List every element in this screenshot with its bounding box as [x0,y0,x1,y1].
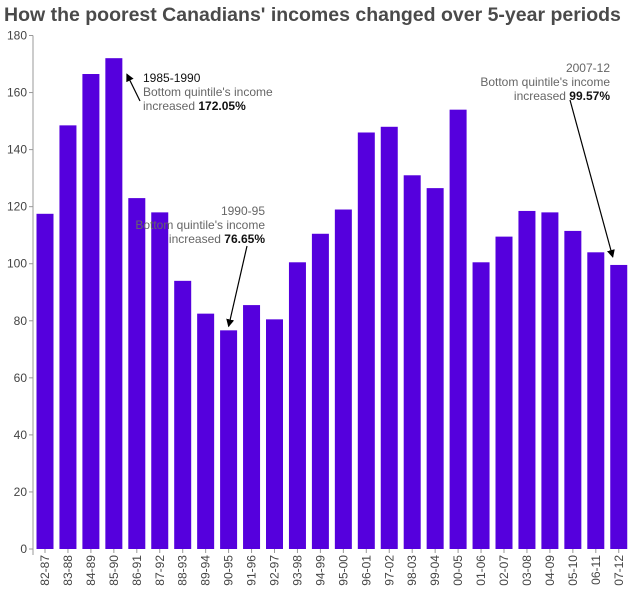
x-tick-label: 00-05 [451,555,465,586]
bar-83-88 [59,125,77,550]
bar-91-96 [243,305,261,549]
annotation-arrow [126,73,141,102]
y-tick-label: 140 [7,143,27,157]
y-tick-label: 160 [7,86,27,100]
bar-05-10 [564,230,582,549]
annotation-description: Bottom quintile's income [143,85,273,99]
bar-93-98 [288,262,306,549]
annotation-value: 99.57% [569,89,610,103]
x-tick-label: 05-10 [566,555,580,586]
bar-86-91 [128,198,146,549]
bar-98-03 [403,175,421,549]
bar-88-93 [174,280,192,549]
bar-01-06 [472,262,490,549]
x-tick-label: 82-87 [38,555,52,586]
annotation-prefix: increased [169,232,224,246]
bar-00-05 [449,109,467,549]
x-axis: 82-87 83-88 84-89 85-90 86-91 87-92 88-93 89-94… [38,549,626,586]
annotation-value-line: increased 99.57% [514,89,610,103]
bar-92-97 [266,319,283,549]
bar-03-08 [518,210,536,549]
bar-95-00 [334,209,352,549]
x-tick-label: 93-98 [290,555,304,586]
x-tick-label: 99-04 [428,555,442,586]
annotation-prefix: increased [514,89,569,103]
x-tick-label: 85-90 [107,555,121,586]
x-tick-label: 02-07 [497,555,511,586]
annotation-arrow [226,245,248,328]
annotation-prefix: increased [143,99,198,113]
x-tick-label: 01-06 [474,555,488,586]
x-tick-label: 07-12 [612,555,626,586]
x-tick-label: 06-11 [589,555,603,585]
annotation-heading: 2007-12 [566,61,610,75]
bar-89-94 [197,313,215,549]
y-tick-label: 80 [14,314,28,328]
x-tick-label: 90-95 [222,555,236,586]
annotation-description: Bottom quintile's income [135,218,265,232]
y-tick-label: 60 [14,371,28,385]
x-tick-label: 98-03 [405,555,419,586]
bar-07-12 [610,264,628,549]
x-tick-label: 97-02 [382,555,396,586]
annotation-arrow [569,99,615,258]
x-tick-label: 94-99 [313,555,327,586]
bar-02-07 [495,236,513,549]
bar-06-11 [587,252,605,550]
x-tick-label: 04-09 [543,555,557,586]
annotation-value-line: increased 76.65% [169,232,265,246]
x-tick-label: 03-08 [520,555,534,586]
bar-96-01 [357,132,375,549]
annotation-heading: 1985-1990 [143,71,201,85]
x-tick-label: 92-97 [268,555,282,586]
y-tick-label: 20 [14,485,28,499]
chart-title: How the poorest Canadians' incomes chang… [4,4,621,26]
x-tick-label: 83-88 [61,555,75,586]
bar-84-89 [82,74,100,549]
bar-04-09 [541,212,559,549]
x-tick-label: 84-89 [84,555,98,586]
bar-94-99 [311,233,329,549]
y-tick-label: 0 [20,542,27,556]
bar-82-87 [36,213,54,549]
x-tick-label: 88-93 [176,555,190,586]
x-tick-label: 89-94 [199,555,213,586]
bar-90-95 [220,330,238,549]
y-tick-label: 120 [7,200,27,214]
y-axis: 0 20 40 60 80 100 120 140 160 180 [7,29,34,556]
bar-97-02 [380,126,398,550]
annotation-value-line: increased 172.05% [143,99,246,113]
annotation-heading: 1990-95 [221,204,265,218]
x-tick-label: 95-00 [336,555,350,586]
bar-85-90 [105,58,123,549]
x-tick-label: 86-91 [130,555,144,586]
bars [36,58,628,550]
x-tick-label: 91-96 [245,555,259,586]
annotation-value: 172.05% [198,99,246,113]
bar-99-04 [426,188,444,550]
y-tick-label: 100 [7,257,27,271]
annotation-description: Bottom quintile's income [480,75,610,89]
bar-87-92 [151,212,169,549]
x-tick-label: 87-92 [153,555,167,586]
x-tick-label: 96-01 [359,555,373,586]
annotation-value: 76.65% [224,232,265,246]
y-tick-label: 180 [7,29,27,43]
y-tick-label: 40 [14,428,28,442]
